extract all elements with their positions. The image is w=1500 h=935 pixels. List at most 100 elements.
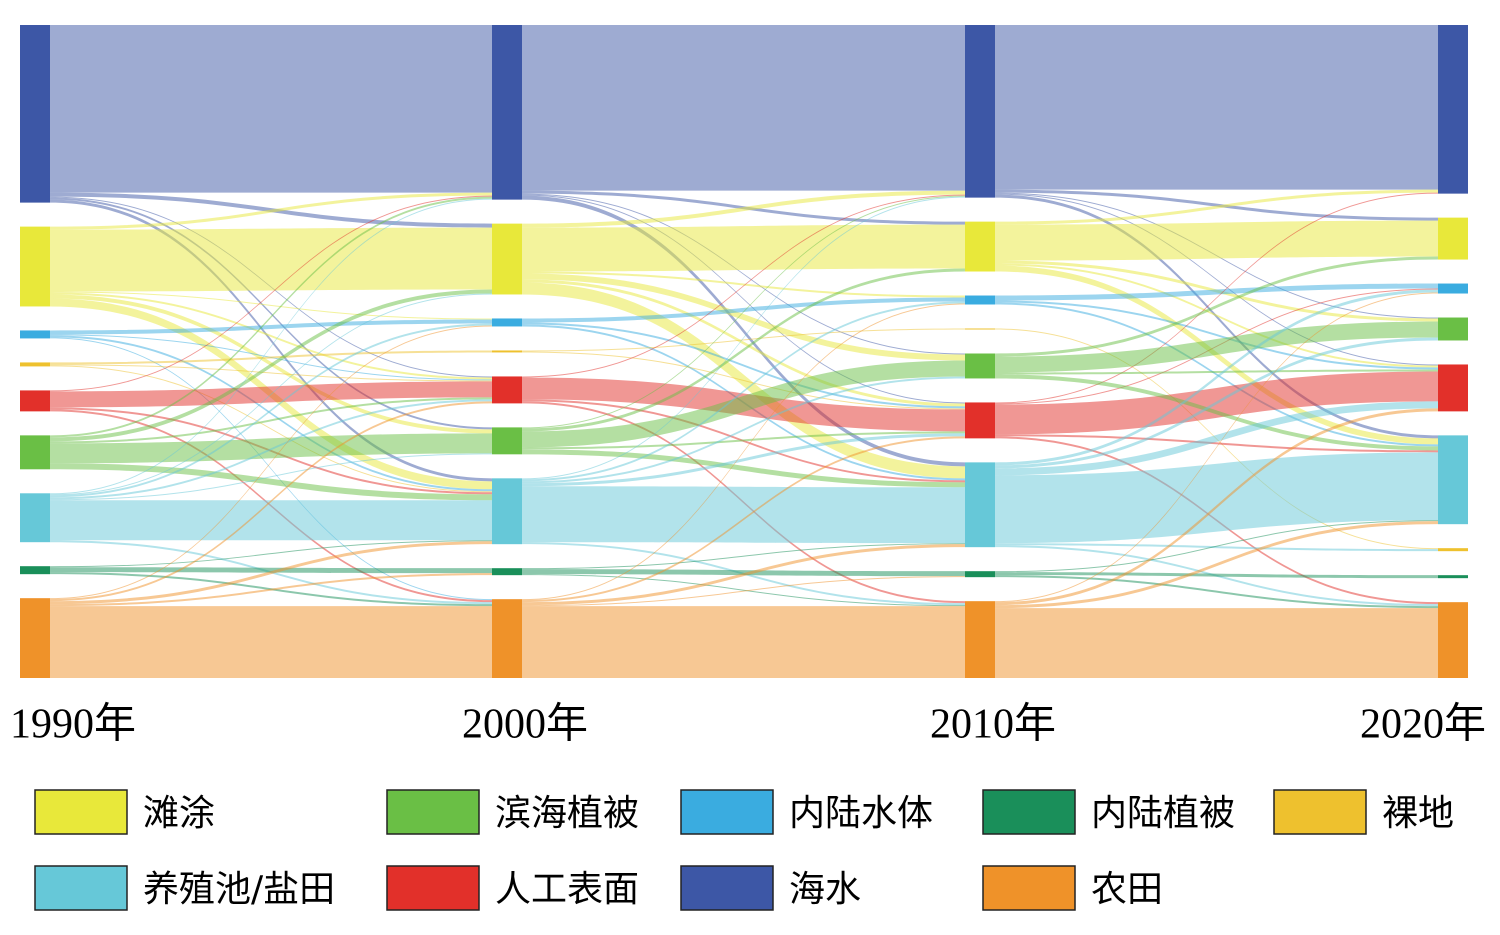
flow (50, 196, 492, 438)
legend-swatch (34, 865, 128, 911)
stage-label: 1990年 (10, 701, 136, 748)
flow (50, 350, 492, 365)
flow (50, 500, 492, 541)
flow (50, 192, 492, 230)
flow (50, 433, 492, 464)
flow (522, 433, 965, 487)
flow (522, 301, 965, 482)
flow (522, 279, 965, 407)
flow (50, 25, 492, 193)
node (20, 435, 50, 470)
flow (995, 283, 1438, 301)
node (492, 223, 522, 295)
flow (522, 194, 965, 378)
legend-label: 裸地 (1382, 793, 1454, 834)
flow (50, 323, 492, 498)
flow (50, 567, 492, 574)
flow (995, 452, 1438, 544)
flow (995, 25, 1438, 190)
flow (50, 227, 492, 292)
node (965, 221, 995, 272)
node (20, 493, 50, 543)
flow (522, 190, 965, 228)
legend-swatch (680, 789, 774, 835)
flow (995, 337, 1438, 469)
node (492, 318, 522, 327)
legend-label: 海水 (789, 869, 861, 910)
legend-swatch (1273, 789, 1367, 835)
node (965, 353, 995, 379)
flow (522, 328, 965, 352)
node (492, 478, 522, 545)
flow (522, 543, 965, 570)
flow (50, 364, 492, 382)
flow (522, 360, 965, 448)
node (20, 226, 50, 307)
flow (995, 220, 1438, 261)
flow (522, 576, 965, 607)
flow (522, 303, 965, 601)
flow (995, 608, 1438, 678)
node (1438, 317, 1468, 341)
flow (522, 322, 965, 409)
node (1438, 575, 1468, 579)
flow (50, 289, 492, 442)
flow (522, 268, 965, 432)
flow (995, 374, 1438, 451)
node (1438, 283, 1468, 294)
flow (522, 196, 965, 480)
flow (50, 337, 492, 601)
flow (50, 199, 492, 482)
node (965, 295, 995, 305)
node (492, 376, 522, 404)
flow (522, 195, 965, 429)
node (492, 568, 522, 576)
flow (50, 365, 492, 493)
flow (522, 449, 965, 488)
nodes (20, 25, 1468, 678)
node (20, 566, 50, 575)
flow (522, 224, 965, 272)
node (492, 350, 522, 353)
node (20, 330, 50, 339)
flow (995, 300, 1438, 370)
flow (522, 271, 965, 298)
flow (50, 292, 492, 380)
flow (995, 369, 1438, 375)
flow (522, 25, 965, 191)
flow (50, 541, 492, 605)
legend-swatch (982, 789, 1076, 835)
flow (522, 431, 965, 450)
flow (522, 351, 965, 410)
flow (522, 273, 965, 361)
node (492, 599, 522, 678)
flow (995, 408, 1438, 606)
flow (995, 401, 1438, 476)
node (1438, 435, 1468, 525)
stage-label: 2000年 (462, 701, 588, 748)
node (492, 427, 522, 455)
node (1438, 217, 1468, 260)
legend-swatch (386, 865, 480, 911)
flow (995, 193, 1438, 366)
flow (995, 289, 1438, 466)
node (965, 571, 995, 578)
node (1438, 602, 1468, 678)
node (20, 25, 50, 203)
flow (995, 543, 1438, 552)
flow (522, 376, 965, 484)
flow (995, 263, 1438, 368)
flow (995, 192, 1438, 404)
flow (50, 463, 492, 501)
node (965, 402, 995, 439)
flow (50, 198, 492, 495)
legend-label: 滨海植被 (495, 793, 639, 834)
node (1438, 548, 1468, 552)
flow (522, 486, 965, 544)
legend-swatch (680, 865, 774, 911)
flow (50, 397, 492, 444)
flow (522, 569, 965, 577)
node (965, 25, 995, 198)
flow (50, 195, 492, 392)
stage-label: 2020年 (1360, 701, 1486, 748)
